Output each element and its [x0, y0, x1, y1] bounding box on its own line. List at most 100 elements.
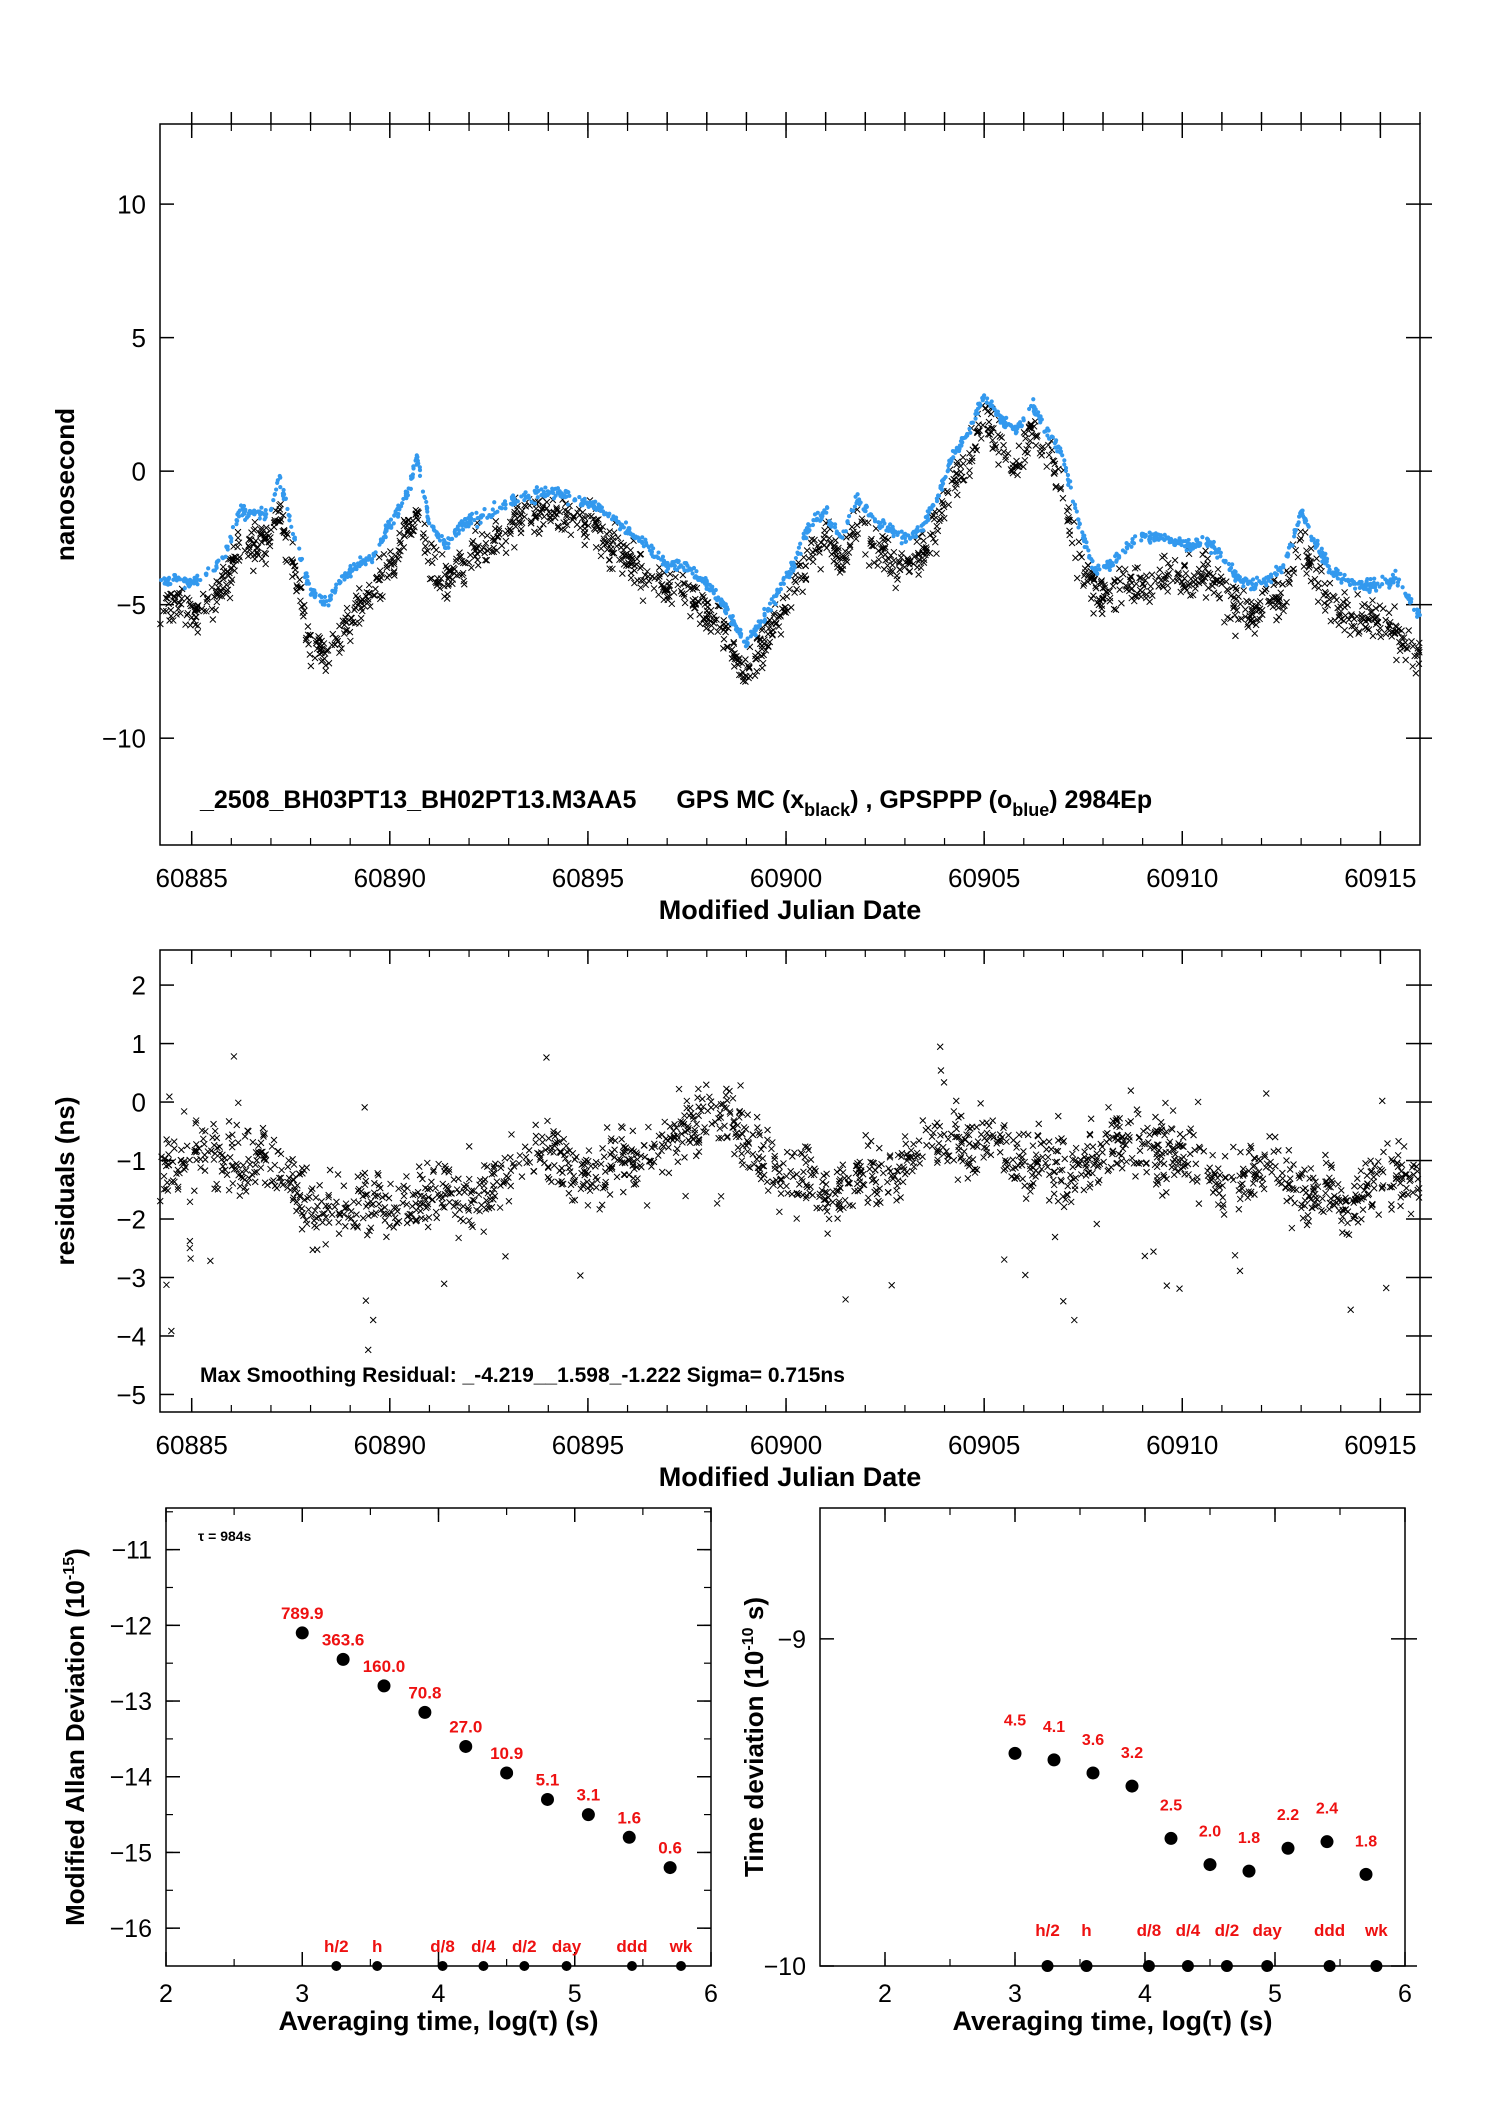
- gpsppp-point: [1084, 540, 1089, 545]
- residual-point: [893, 1182, 901, 1190]
- gpsppp-point: [1215, 555, 1220, 560]
- residual-point: [251, 1178, 259, 1186]
- gpsppp-point: [1357, 580, 1362, 585]
- gps-mc-point: [672, 573, 679, 581]
- gps-mc-point: [710, 616, 718, 624]
- gpsppp-point: [485, 515, 490, 520]
- gpsppp-point: [1269, 580, 1274, 585]
- gps-mc-point: [1064, 517, 1071, 525]
- residual-point: [381, 1216, 389, 1224]
- residual-point: [901, 1170, 909, 1178]
- residual-point: [1283, 1157, 1290, 1164]
- gps-mc-point: [1000, 441, 1007, 449]
- gps-mc-point: [995, 461, 1002, 468]
- gps-mc-point: [313, 645, 321, 653]
- residual-point: [544, 1117, 551, 1125]
- residual-point: [795, 1180, 803, 1188]
- gps-mc-point: [424, 547, 432, 555]
- gps-mc-point: [831, 547, 839, 555]
- residual-point: [674, 1158, 682, 1166]
- residual-point: [1301, 1197, 1309, 1204]
- top-panel: 60885 60890 60895 60900 60905 60910 60915−10−5…: [50, 112, 1432, 925]
- gpsppp-point: [1032, 411, 1037, 416]
- gps-mc-point: [223, 568, 231, 576]
- residual-point: [298, 1164, 306, 1172]
- gpsppp-point: [765, 608, 771, 613]
- gpsppp-point: [778, 581, 783, 587]
- gps-mc-point: [383, 564, 391, 572]
- gpsppp-point: [625, 531, 630, 536]
- gps-mc-point: [1164, 559, 1172, 567]
- gpsppp-point: [1124, 541, 1129, 546]
- residual-point: [556, 1167, 563, 1175]
- gps-mc-point: [293, 582, 301, 589]
- gpsppp-point: [401, 496, 406, 502]
- x-axis-label: Modified Julian Date: [659, 895, 922, 925]
- gps-mc-point: [821, 527, 828, 534]
- residual-point: [1380, 1148, 1387, 1156]
- residual-point: [211, 1127, 219, 1135]
- residual-point: [1357, 1215, 1365, 1223]
- gps-mc-point: [511, 508, 518, 516]
- gps-mc-point: [553, 505, 560, 513]
- gpsppp-point: [990, 403, 995, 408]
- x-tick-label: 60895: [552, 863, 624, 893]
- gps-mc-point: [318, 645, 326, 653]
- gps-mc-point: [438, 550, 446, 558]
- gps-mc-point: [590, 525, 598, 532]
- residual-point: [183, 1142, 191, 1150]
- gps-mc-point: [802, 576, 810, 584]
- gps-mc-point: [1265, 597, 1273, 605]
- residual-point: [496, 1204, 504, 1211]
- gpsppp-point: [975, 411, 980, 416]
- gps-mc-point: [1294, 553, 1302, 561]
- gps-mc-point: [502, 549, 510, 557]
- gps-mc-point: [987, 410, 995, 418]
- residual-point: [1200, 1147, 1208, 1155]
- gps-mc-point: [889, 561, 896, 569]
- residual-point: [1410, 1161, 1417, 1169]
- gps-mc-point: [1368, 608, 1376, 616]
- gps-mc-point: [222, 587, 230, 595]
- gps-mc-point: [537, 508, 545, 516]
- residual-point: [1222, 1173, 1229, 1181]
- residual-point: [1176, 1285, 1183, 1293]
- gps-mc-point: [1377, 633, 1385, 641]
- gps-mc-point: [680, 580, 687, 587]
- gps-mc-point: [759, 659, 767, 667]
- gpsppp-point: [915, 528, 920, 533]
- gps-mc-point: [461, 559, 469, 567]
- gps-mc-point: [175, 599, 183, 607]
- gps-mc-point: [481, 549, 489, 557]
- gpsppp-point: [1087, 555, 1092, 560]
- gps-mc-point: [1159, 582, 1166, 589]
- residual-point: [271, 1182, 279, 1190]
- gpsppp-point: [578, 503, 583, 508]
- gps-mc-point: [870, 559, 878, 566]
- gps-mc-point: [1232, 632, 1239, 640]
- gpsppp-point: [891, 534, 896, 539]
- gps-mc-point: [769, 631, 776, 638]
- gpsppp-point: [297, 556, 303, 562]
- gps-mc-point: [306, 651, 314, 658]
- gps-mc-point: [1398, 627, 1405, 635]
- gpsppp-point: [346, 571, 351, 576]
- gps-mc-point: [1191, 585, 1199, 592]
- gps-mc-point: [1285, 578, 1293, 586]
- residual-point: [1307, 1165, 1315, 1172]
- gpsppp-point: [577, 494, 582, 500]
- gpsppp-point: [1292, 534, 1297, 539]
- gps-mc-point: [919, 544, 926, 551]
- gpsppp-point: [989, 399, 994, 404]
- gps-mc-point: [174, 605, 182, 612]
- residual-point: [875, 1144, 883, 1152]
- gpsppp-point: [1062, 462, 1067, 467]
- gpsppp-point: [889, 529, 895, 534]
- gpsppp-point: [727, 614, 733, 619]
- gps-mc-point: [628, 555, 636, 562]
- gps-mc-point: [1126, 573, 1134, 581]
- gpsppp-point: [852, 504, 858, 509]
- gps-mc-point: [1361, 624, 1369, 631]
- gpsppp-point: [836, 531, 841, 537]
- residual-point: [1071, 1182, 1079, 1190]
